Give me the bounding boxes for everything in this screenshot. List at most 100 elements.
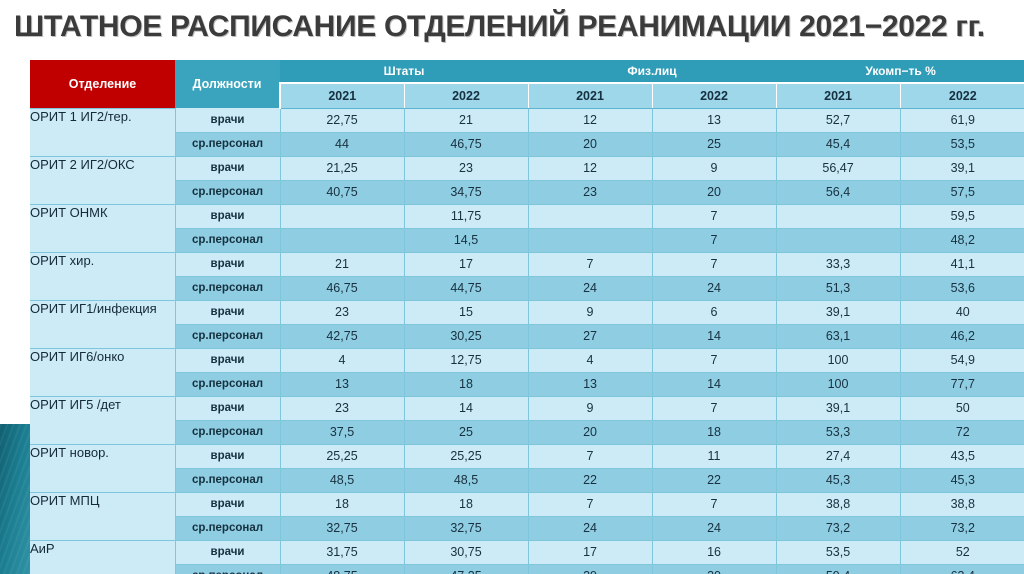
header-group-row: Отделение Должности Штаты Физ.лиц Укомп−… xyxy=(30,60,1024,108)
value-cell: 52,7 xyxy=(776,108,901,133)
value-cell: 11,75 xyxy=(404,204,529,229)
position-cell: ср.персонал xyxy=(175,324,281,349)
value-cell: 45,3 xyxy=(776,468,901,493)
value-cell: 7 xyxy=(652,492,777,517)
position-cell: врачи xyxy=(175,396,281,421)
value-cell: 73,2 xyxy=(776,516,901,541)
header-year-shtaty-2022: 2022 xyxy=(403,82,529,109)
value-cell: 22 xyxy=(528,468,653,493)
value-cell: 24 xyxy=(528,516,653,541)
value-cell: 44,75 xyxy=(404,276,529,301)
value-cell: 34,75 xyxy=(404,180,529,205)
table-row: ср.персонал 40,75 34,75 23 20 56,4 57,5 xyxy=(30,180,1024,205)
value-cell: 51,3 xyxy=(776,276,901,301)
value-cell: 4 xyxy=(528,348,653,373)
value-cell: 38,8 xyxy=(776,492,901,517)
value-cell: 100 xyxy=(776,348,901,373)
value-cell: 21 xyxy=(404,108,529,133)
table-row: ср.персонал 37,5 25 20 18 53,3 72 xyxy=(30,420,1024,445)
table-row: АиР врачи 31,75 30,75 17 16 53,5 52 xyxy=(30,539,1024,574)
value-cell: 14 xyxy=(404,396,529,421)
table-row: ОРИТ 2 ИГ2/ОКС врачи 21,25 23 12 9 56,47 39,1 xyxy=(30,155,1024,204)
value-cell: 61,9 xyxy=(900,108,1024,133)
header-position: Должности xyxy=(175,60,280,108)
value-cell: 27,4 xyxy=(776,444,901,469)
value-cell: 13 xyxy=(280,372,405,397)
value-cell: 46,75 xyxy=(280,276,405,301)
position-cell: врачи xyxy=(175,204,281,229)
value-cell: 24 xyxy=(528,276,653,301)
department-name-cell: ОРИТ МПЦ xyxy=(30,491,176,540)
value-cell: 59,4 xyxy=(776,564,901,574)
value-cell: 48,5 xyxy=(404,468,529,493)
value-cell: 39,1 xyxy=(776,396,901,421)
header-year-fizlic-2022: 2022 xyxy=(651,82,777,109)
table-row: ср.персонал 13 18 13 14 100 77,7 xyxy=(30,372,1024,397)
table-row: ср.персонал 48,5 48,5 22 22 45,3 45,3 xyxy=(30,468,1024,493)
value-cell: 53,5 xyxy=(900,132,1024,157)
position-cell: ср.персонал xyxy=(175,516,281,541)
position-cell: врачи xyxy=(175,348,281,373)
value-cell: 7 xyxy=(652,396,777,421)
table-row: ср.персонал 42,75 30,25 27 14 63,1 46,2 xyxy=(30,324,1024,349)
value-cell: 38,8 xyxy=(900,492,1024,517)
header-year-shtaty-2021: 2021 xyxy=(279,82,404,109)
value-cell: 33,3 xyxy=(776,252,901,277)
value-cell: 53,3 xyxy=(776,420,901,445)
position-cell: врачи xyxy=(175,492,281,517)
value-cell: 45,4 xyxy=(776,132,901,157)
value-cell: 13 xyxy=(528,372,653,397)
position-cell: ср.персонал xyxy=(175,420,281,445)
header-department: Отделение xyxy=(30,60,175,108)
table-row: ОРИТ МПЦ врачи 18 18 7 7 38,8 38,8 xyxy=(30,491,1024,540)
department-name-cell: ОРИТ ИГ5 /дет xyxy=(30,395,176,444)
position-cell: ср.персонал xyxy=(175,228,281,253)
value-cell: 30 xyxy=(652,564,777,574)
value-cell: 44 xyxy=(280,132,405,157)
header-group-ukomp: Укомп−ть % xyxy=(776,60,1024,83)
value-cell: 52 xyxy=(900,540,1024,565)
header-group-fizlic: Физ.лиц xyxy=(528,60,777,83)
header-year-ukomp-2022: 2022 xyxy=(899,82,1024,109)
staffing-table-container: Отделение Должности Штаты Физ.лиц Укомп−… xyxy=(30,60,1024,574)
value-cell: 15 xyxy=(404,300,529,325)
value-cell: 13 xyxy=(652,108,777,133)
value-cell: 14,5 xyxy=(404,228,529,253)
value-cell: 40 xyxy=(900,300,1024,325)
value-cell: 7 xyxy=(528,252,653,277)
table-row: ОРИТ ИГ5 /дет врачи 23 14 9 7 39,1 50 xyxy=(30,395,1024,444)
value-cell: 47,25 xyxy=(404,564,529,574)
value-cell: 18 xyxy=(652,420,777,445)
value-cell: 22 xyxy=(652,468,777,493)
position-cell: ср.персонал xyxy=(175,180,281,205)
value-cell: 53,5 xyxy=(776,540,901,565)
header-group-shtaty: Штаты xyxy=(280,60,529,83)
position-cell: ср.персонал xyxy=(175,468,281,493)
table-row: ОРИТ ИГ1/инфекция врачи 23 15 9 6 39,1 40 xyxy=(30,299,1024,348)
table-row: ОРИТ ИГ6/онко врачи 4 12,75 4 7 100 54,9 xyxy=(30,347,1024,396)
department-name-cell: АиР xyxy=(30,539,176,574)
value-cell: 43,5 xyxy=(900,444,1024,469)
department-name-cell: ОРИТ 2 ИГ2/ОКС xyxy=(30,155,176,204)
value-cell: 37,5 xyxy=(280,420,405,445)
value-cell: 39,1 xyxy=(900,156,1024,181)
value-cell: 31,75 xyxy=(280,540,405,565)
value-cell: 7 xyxy=(528,492,653,517)
value-cell: 20 xyxy=(652,180,777,205)
value-cell: 7 xyxy=(652,228,777,253)
value-cell: 25 xyxy=(652,132,777,157)
value-cell: 17 xyxy=(404,252,529,277)
value-cell: 72 xyxy=(900,420,1024,445)
value-cell: 12 xyxy=(528,156,653,181)
page-title: ШТАТНОЕ РАСПИСАНИЕ ОТДЕЛЕНИЙ РЕАНИМАЦИИ … xyxy=(14,10,985,43)
value-cell: 56,4 xyxy=(776,180,901,205)
left-decorative-ribbon xyxy=(0,424,30,574)
value-cell: 48,75 xyxy=(280,564,405,574)
position-cell: врачи xyxy=(175,540,281,565)
value-cell: 11 xyxy=(652,444,777,469)
value-cell xyxy=(776,204,901,229)
value-cell: 42,75 xyxy=(280,324,405,349)
value-cell xyxy=(528,204,653,229)
